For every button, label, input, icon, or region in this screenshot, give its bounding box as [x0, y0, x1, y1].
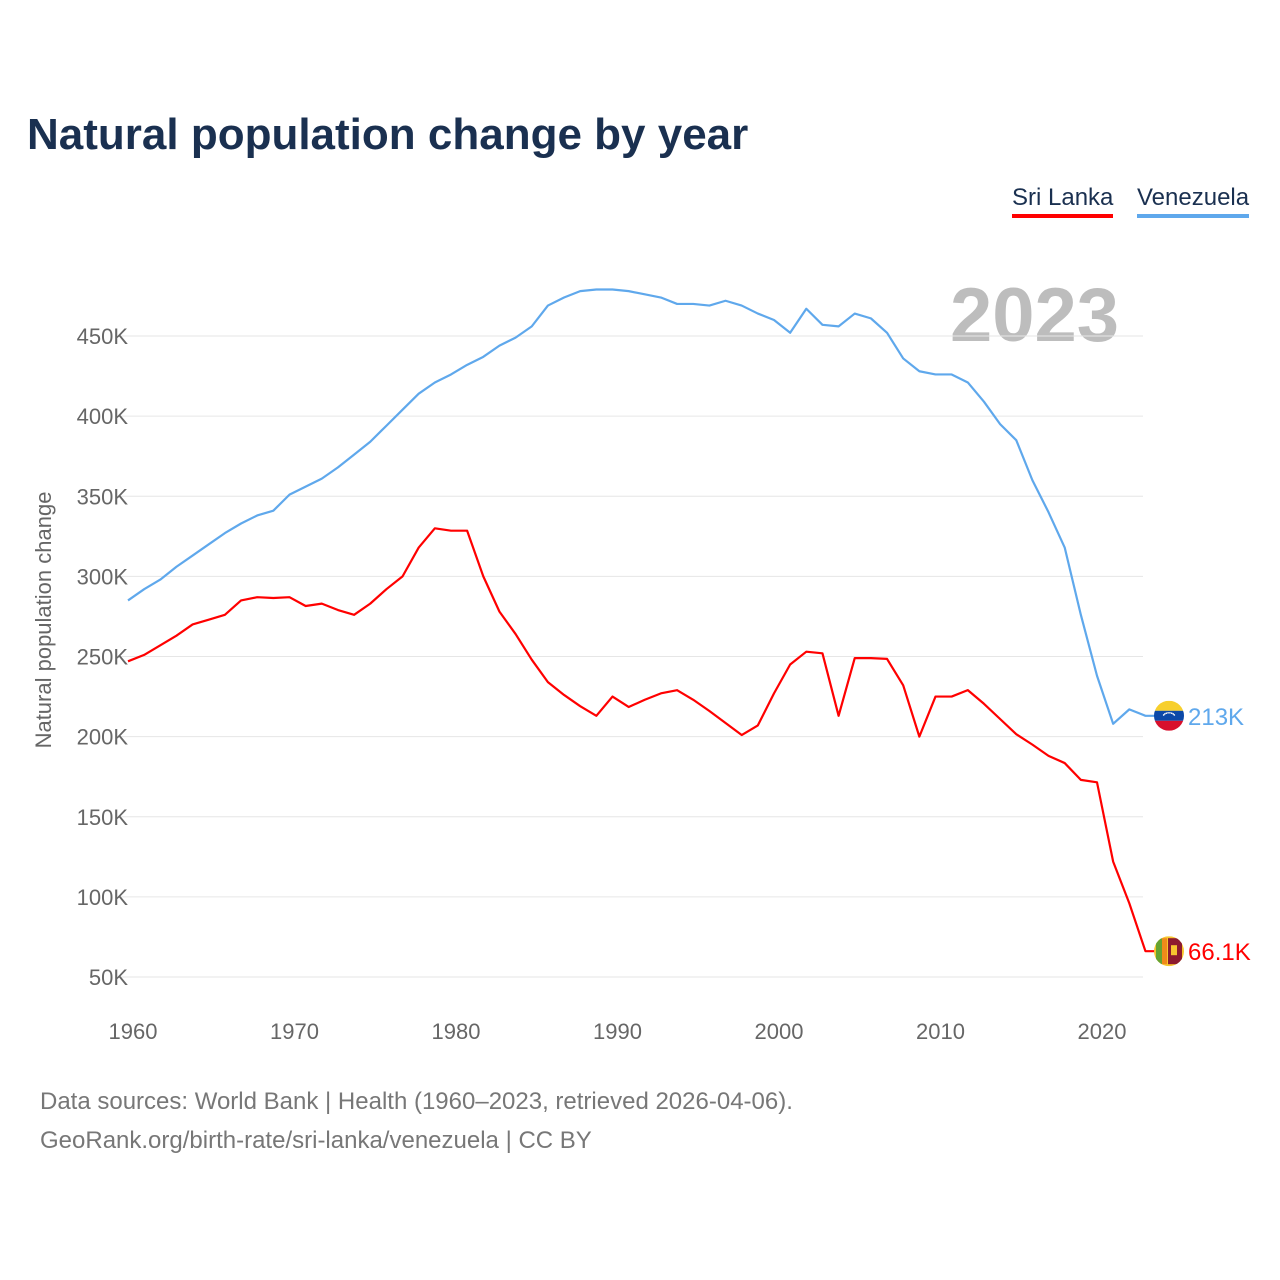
sri-lanka-flag-icon	[1154, 936, 1184, 967]
x-tick-label: 2020	[1078, 1019, 1127, 1044]
y-tick-label: 150K	[77, 805, 129, 830]
x-tick-label: 2010	[916, 1019, 965, 1044]
y-tick-label: 250K	[77, 645, 129, 670]
source-note: Data sources: World Bank | Health (1960–…	[40, 1088, 793, 1115]
series-line-sri-lanka	[127, 527, 1160, 953]
series-line-venezuela	[127, 288, 1160, 725]
legend-sri-lanka[interactable]: Sri Lanka	[1012, 184, 1114, 218]
y-tick-label: 200K	[77, 725, 129, 750]
x-tick-label: 1970	[270, 1019, 319, 1044]
y-tick-label: 300K	[77, 564, 129, 589]
x-tick-label: 1980	[432, 1019, 481, 1044]
y-tick-label: 50K	[89, 965, 128, 990]
x-tick-label: 1960	[109, 1019, 158, 1044]
y-tick-label: 400K	[77, 404, 129, 429]
y-tick-label: 100K	[77, 885, 129, 910]
chart-title: Natural population change by year	[27, 110, 749, 159]
source-link[interactable]: GeoRank.org/birth-rate/sri-lanka/venezue…	[40, 1127, 592, 1154]
end-label-venezuela: 213K	[1188, 704, 1244, 731]
end-label-sri-lanka: 66.1K	[1188, 939, 1251, 966]
venezuela-flag-icon	[1154, 700, 1184, 731]
y-tick-label: 350K	[77, 484, 129, 509]
x-tick-label: 1990	[593, 1019, 642, 1044]
legend-venezuela[interactable]: Venezuela	[1137, 184, 1250, 218]
y-tick-label: 450K	[77, 324, 129, 349]
x-tick-label: 2000	[755, 1019, 804, 1044]
year-watermark: 2023	[950, 273, 1120, 358]
